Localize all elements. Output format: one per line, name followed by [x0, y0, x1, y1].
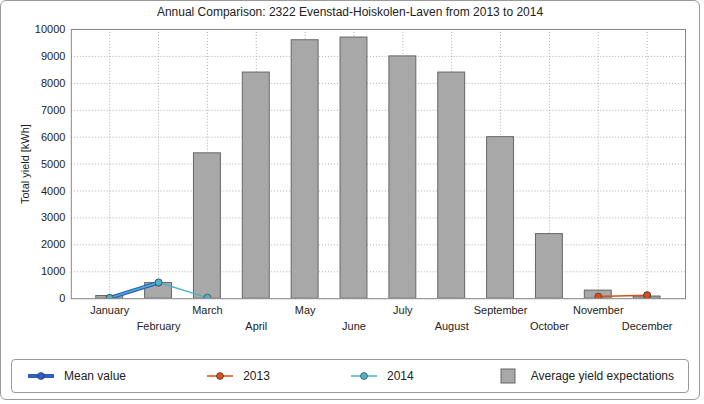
- svg-text:May: May: [295, 304, 316, 316]
- svg-text:September: September: [474, 304, 528, 316]
- svg-text:1000: 1000: [41, 265, 65, 277]
- svg-text:January: January: [90, 304, 129, 316]
- html-text:2014: 2014: [387, 369, 414, 383]
- svg-text:0: 0: [59, 292, 65, 304]
- svg-text:6000: 6000: [41, 131, 65, 143]
- svg-text:October: October: [530, 320, 569, 332]
- svg-text:March: March: [192, 304, 222, 316]
- html-text:Annual Comparison: 2322 Evenst: Annual Comparison: 2322 Evenstad-Hoiskol…: [156, 5, 544, 19]
- svg-text:7000: 7000: [41, 104, 65, 116]
- svg-text:December: December: [622, 320, 673, 332]
- html-text:Mean value: Mean value: [64, 369, 126, 383]
- html-text:2013: 2013: [243, 369, 270, 383]
- svg-text:Total yield [kWh]: Total yield [kWh]: [19, 124, 31, 204]
- svg-text:10000: 10000: [35, 23, 65, 35]
- svg-text:9000: 9000: [41, 50, 65, 62]
- html-text:Average yield expectations: Average yield expectations: [530, 369, 674, 383]
- svg-text:5000: 5000: [41, 158, 65, 170]
- svg-text:3000: 3000: [41, 211, 65, 223]
- svg-text:November: November: [573, 304, 624, 316]
- svg-text:8000: 8000: [41, 77, 65, 89]
- svg-text:April: April: [245, 320, 267, 332]
- svg-text:June: June: [342, 320, 366, 332]
- svg-text:4000: 4000: [41, 185, 65, 197]
- svg-text:February: February: [137, 320, 181, 332]
- svg-text:July: July: [393, 304, 413, 316]
- svg-text:2000: 2000: [41, 238, 65, 250]
- svg-text:August: August: [435, 320, 469, 332]
